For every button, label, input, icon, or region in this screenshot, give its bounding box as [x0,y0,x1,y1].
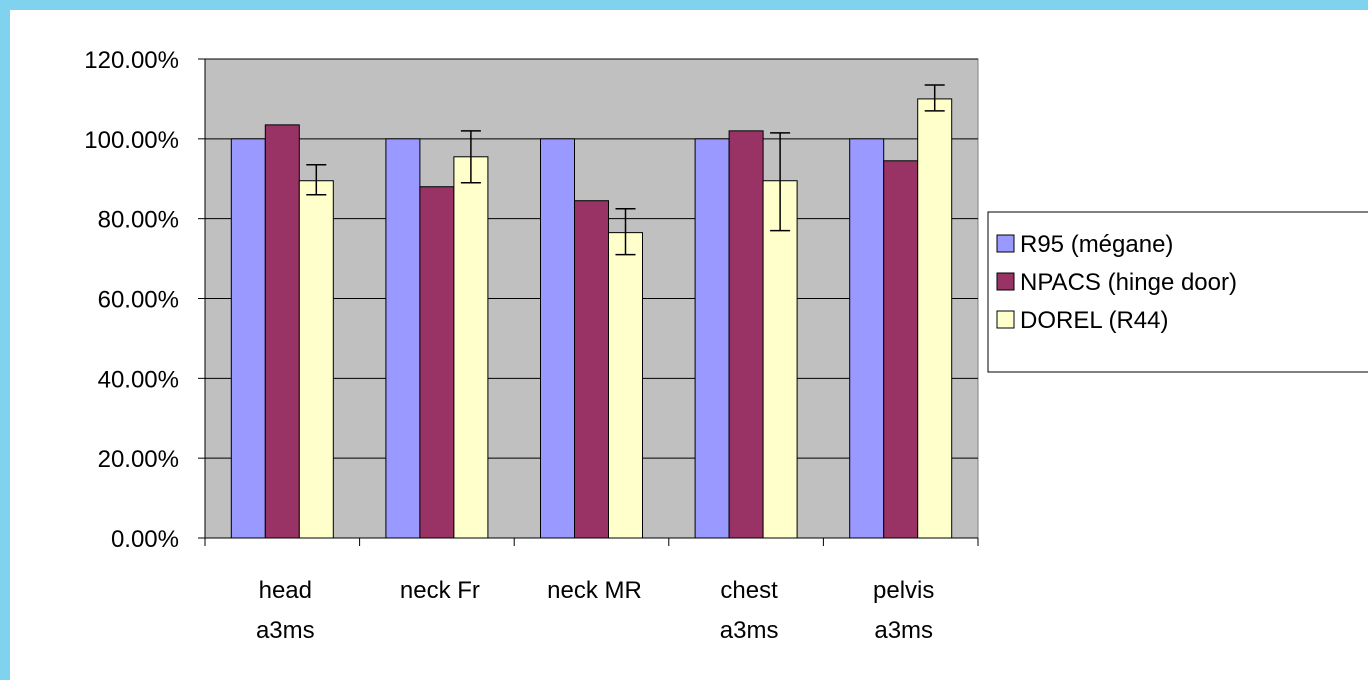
y-tick-label: 0.00% [111,526,179,553]
x-category-label: a3ms [720,617,779,644]
legend-label: NPACS (hinge door) [1020,269,1237,296]
bar [540,138,575,539]
bar [694,138,730,539]
bar [917,98,953,539]
bar [608,232,643,539]
y-tick-label: 80.00% [98,207,179,234]
x-category-label: a3ms [256,617,315,644]
bar-chart: 0.00% 20.00% 40.00% 60.00% 80.00% 100.00% 120.… [84,47,1368,644]
legend-swatch [996,234,1015,253]
bar [883,160,919,539]
legend-box [987,211,1368,373]
x-category-label: neck MR [547,577,642,604]
bar [264,124,300,539]
x-category-label: pelvis [873,577,934,604]
legend-label: DOREL (R44) [1020,307,1168,334]
x-category-label: a3ms [874,617,933,644]
bar [728,130,764,539]
y-tick-label: 100.00% [84,127,179,154]
bar [298,180,334,539]
y-tick-label: 120.00% [84,47,179,74]
y-tick-label: 20.00% [98,446,179,473]
y-tick-label: 40.00% [98,366,179,393]
bar [230,138,266,539]
x-category-label: head [259,577,312,604]
bar [762,180,798,539]
legend-label: R95 (mégane) [1020,231,1173,258]
x-category-label: chest [720,577,778,604]
bar [453,156,489,539]
bar [419,186,455,539]
bar [385,138,421,539]
legend-swatch [996,310,1015,329]
x-category-label: neck Fr [400,577,480,604]
bar [849,138,885,539]
y-tick-label: 60.00% [98,287,179,314]
legend-swatch [996,272,1015,291]
chart-panel: 0.00% 20.00% 40.00% 60.00% 80.00% 100.00% 120.… [10,10,1368,680]
bar [574,200,609,539]
